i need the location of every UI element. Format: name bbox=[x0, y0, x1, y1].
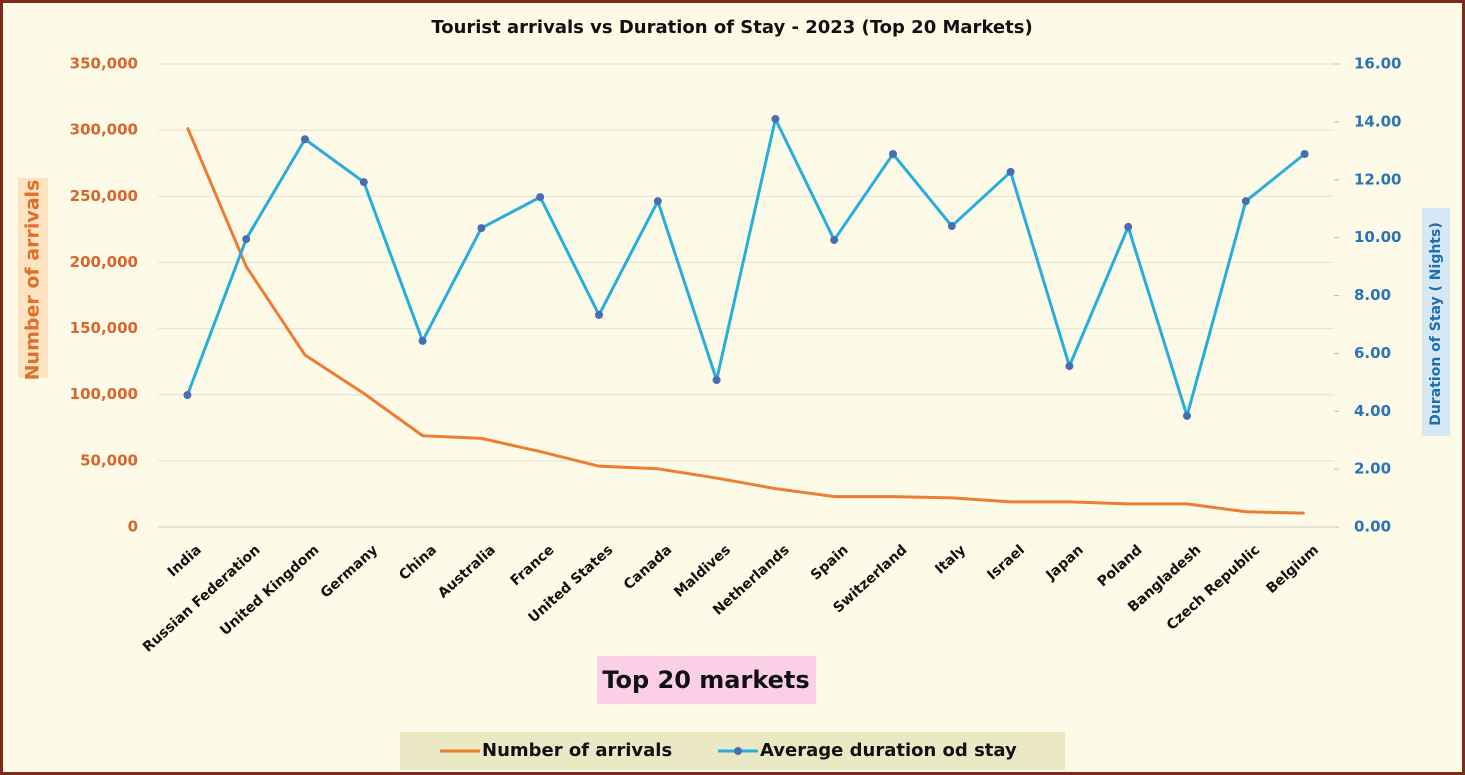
y2-tick-label: 0.00 bbox=[1354, 518, 1391, 536]
legend-label: Average duration od stay bbox=[760, 740, 1017, 761]
point bbox=[1241, 197, 1250, 206]
y2-tick-label: 14.00 bbox=[1354, 112, 1401, 130]
y2-tick-label: 12.00 bbox=[1354, 170, 1401, 188]
series-line bbox=[186, 126, 1305, 515]
series-line bbox=[185, 117, 1306, 418]
point bbox=[1065, 362, 1074, 371]
point bbox=[771, 114, 780, 123]
point bbox=[889, 149, 897, 158]
point bbox=[1006, 167, 1015, 176]
y2-label-bg bbox=[1422, 208, 1450, 436]
y-tick-label: 150,000 bbox=[70, 319, 138, 337]
point bbox=[947, 222, 956, 231]
legend-marker bbox=[734, 747, 742, 755]
y-tick-label: 50,000 bbox=[80, 451, 138, 469]
point bbox=[1124, 222, 1133, 231]
y2-tick-label: 2.00 bbox=[1354, 460, 1391, 478]
point bbox=[301, 135, 309, 144]
point bbox=[653, 197, 662, 206]
point bbox=[595, 310, 603, 319]
y-tick-label: 200,000 bbox=[70, 253, 138, 271]
y2-tick-label: 8.00 bbox=[1354, 286, 1391, 304]
y-tick-label: 0 bbox=[128, 518, 138, 536]
point bbox=[183, 391, 192, 400]
point bbox=[359, 178, 368, 187]
point bbox=[536, 193, 545, 202]
y-tick-label: 300,000 bbox=[70, 121, 138, 139]
y-axis-label: Number of arrivals bbox=[22, 180, 44, 381]
y-tick-label: 350,000 bbox=[70, 55, 138, 73]
chart-title: Tourist arrivals vs Duration of Stay - 2… bbox=[431, 17, 1032, 38]
point bbox=[830, 235, 839, 244]
point bbox=[477, 224, 486, 233]
point bbox=[1300, 149, 1309, 158]
y-label-bg bbox=[18, 178, 48, 378]
legend-label: Number of arrivals bbox=[482, 740, 672, 761]
x-axis-label: Top 20 markets bbox=[602, 666, 809, 694]
x-label-bg bbox=[597, 656, 816, 704]
y-tick-label: 100,000 bbox=[70, 385, 138, 403]
point bbox=[1183, 411, 1191, 420]
y2-tick-label: 16.00 bbox=[1354, 55, 1401, 73]
point bbox=[418, 336, 427, 345]
y-tick-label: 250,000 bbox=[70, 187, 138, 205]
y2-tick-label: 4.00 bbox=[1354, 402, 1391, 420]
y2-tick-label: 6.00 bbox=[1354, 344, 1391, 362]
point bbox=[242, 235, 251, 244]
y2-axis-label: Duration of Stay ( Nights) bbox=[1428, 222, 1444, 425]
point bbox=[712, 375, 721, 384]
y2-tick-label: 10.00 bbox=[1354, 228, 1401, 246]
